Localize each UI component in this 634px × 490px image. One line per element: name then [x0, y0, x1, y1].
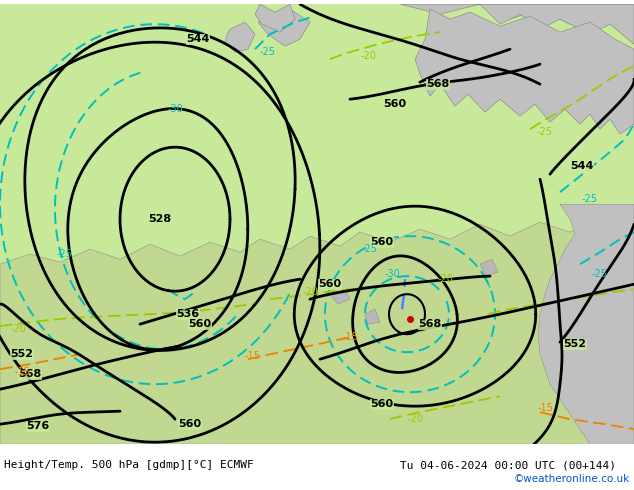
Polygon shape	[0, 4, 634, 444]
Text: 560: 560	[178, 419, 202, 429]
Text: 544: 544	[186, 34, 210, 44]
Text: -20: -20	[437, 274, 453, 284]
Text: -15: -15	[537, 403, 553, 413]
Text: ©weatheronline.co.uk: ©weatheronline.co.uk	[514, 474, 630, 484]
Polygon shape	[365, 309, 380, 324]
Polygon shape	[538, 204, 634, 444]
Text: -30: -30	[384, 269, 400, 279]
Text: Height/Temp. 500 hPa [gdmp][°C] ECMWF: Height/Temp. 500 hPa [gdmp][°C] ECMWF	[4, 460, 254, 470]
Text: 568: 568	[427, 79, 450, 89]
Text: Tu 04-06-2024 00:00 UTC (00+144): Tu 04-06-2024 00:00 UTC (00+144)	[400, 460, 616, 470]
Polygon shape	[225, 22, 255, 52]
Text: 552: 552	[564, 339, 586, 349]
Text: -20: -20	[360, 51, 376, 61]
Text: 568: 568	[18, 369, 42, 379]
Text: 560: 560	[370, 237, 394, 247]
Text: -25: -25	[57, 249, 73, 259]
Text: 568: 568	[418, 319, 442, 329]
Polygon shape	[0, 219, 634, 444]
Polygon shape	[480, 259, 498, 276]
Text: 536: 536	[176, 309, 200, 319]
Text: -15: -15	[14, 367, 30, 377]
Text: 544: 544	[571, 161, 593, 171]
Polygon shape	[255, 4, 295, 32]
Text: 560: 560	[384, 99, 406, 109]
Text: 560: 560	[318, 279, 342, 289]
Text: 576: 576	[27, 421, 49, 431]
Text: -30: -30	[167, 104, 183, 114]
Text: 560: 560	[188, 319, 212, 329]
Text: -20: -20	[407, 414, 423, 424]
Text: -25: -25	[362, 244, 378, 254]
Polygon shape	[258, 9, 310, 46]
Text: -25: -25	[592, 269, 608, 279]
Text: -25: -25	[537, 127, 553, 137]
Text: -25: -25	[260, 47, 276, 57]
Text: -20: -20	[10, 324, 26, 334]
Text: 552: 552	[11, 349, 34, 359]
Polygon shape	[330, 289, 350, 304]
Text: -20: -20	[302, 287, 318, 297]
Text: 560: 560	[370, 399, 394, 409]
Polygon shape	[415, 9, 634, 134]
Polygon shape	[480, 4, 634, 44]
Text: -15: -15	[342, 332, 358, 342]
Polygon shape	[400, 4, 634, 34]
Text: -15: -15	[244, 351, 260, 361]
Text: -25: -25	[582, 194, 598, 204]
Text: 528: 528	[148, 214, 172, 224]
